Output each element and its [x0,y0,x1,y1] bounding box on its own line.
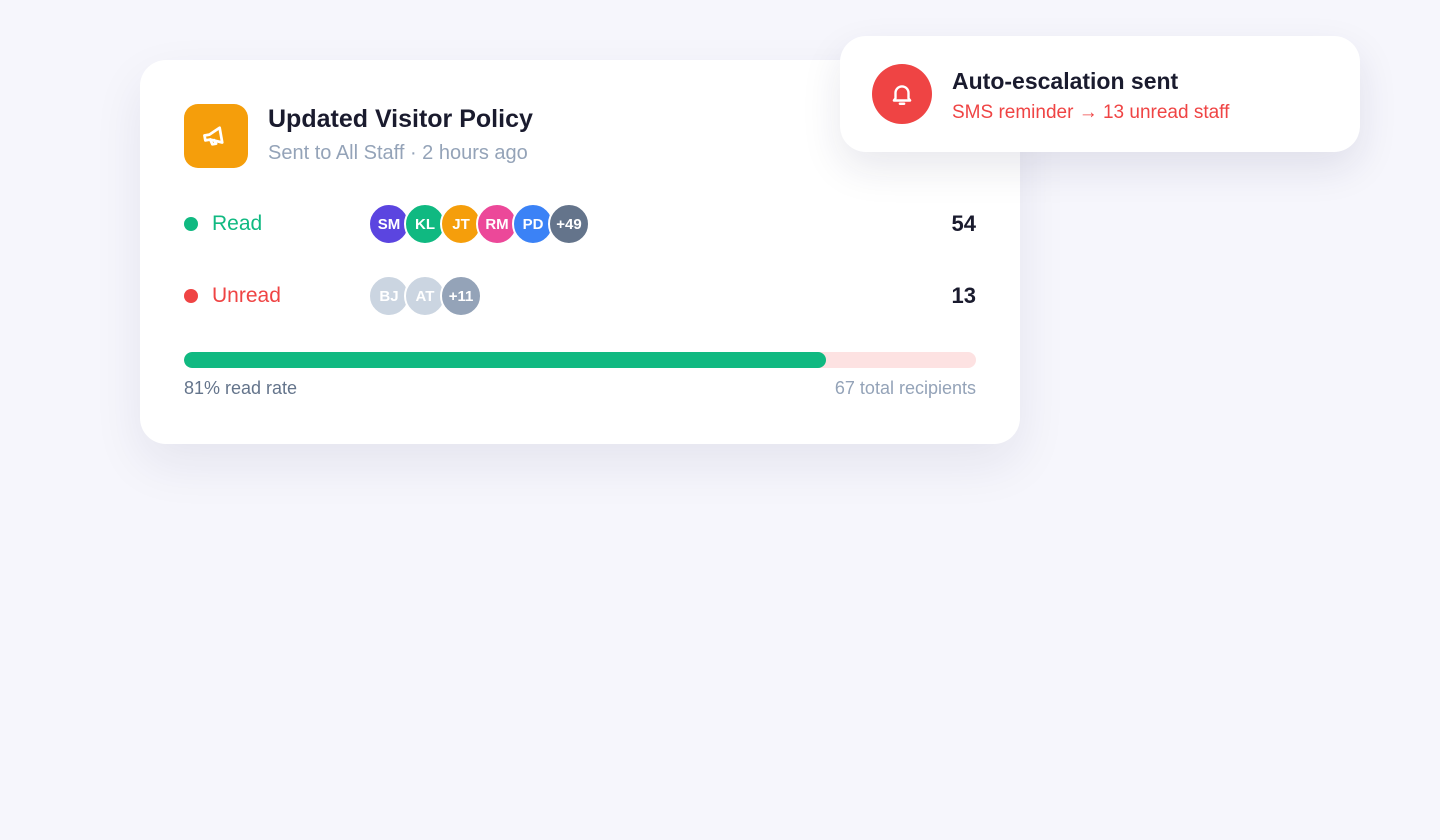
avatar[interactable]: JT [440,203,482,245]
announcement-title: Updated Visitor Policy [268,105,533,133]
read-count: 54 [951,211,976,236]
avatar[interactable]: KL [404,203,446,245]
unread-row[interactable]: Unread BJ AT +11 13 [184,275,976,317]
escalation-toast[interactable]: Auto-escalation sent SMS reminder → 13 u… [840,36,1360,152]
unread-status-dot [184,289,198,303]
total-recipients-label: 67 total recipients [834,378,976,398]
avatar[interactable]: BJ [368,275,410,317]
avatar[interactable]: +11 [440,275,482,317]
announcement-subtitle: Sent to All Staff · 2 hours ago [268,142,528,164]
read-rate-label: 81% read rate [184,378,298,398]
read-label: Read [212,212,263,235]
unread-avatars: BJ AT +11 [368,275,952,317]
read-progress-fill [184,352,826,368]
toast-title: Auto-escalation sent [952,68,1179,94]
avatar[interactable]: SM [368,203,410,245]
avatar[interactable]: RM [476,203,518,245]
read-status-dot [184,217,198,231]
read-row[interactable]: Read SM KL JT RM PD +49 54 [184,203,976,245]
unread-label: Unread [212,284,281,307]
avatar[interactable]: AT [404,275,446,317]
megaphone-icon [184,104,248,168]
avatar[interactable]: +49 [548,203,590,245]
read-progress-bar [184,352,976,368]
unread-count: 13 [951,283,976,308]
toast-subtitle: SMS reminder → 13 unread staff [952,102,1230,123]
bell-icon [872,64,932,124]
avatar[interactable]: PD [512,203,554,245]
read-avatars: SM KL JT RM PD +49 [368,203,952,245]
